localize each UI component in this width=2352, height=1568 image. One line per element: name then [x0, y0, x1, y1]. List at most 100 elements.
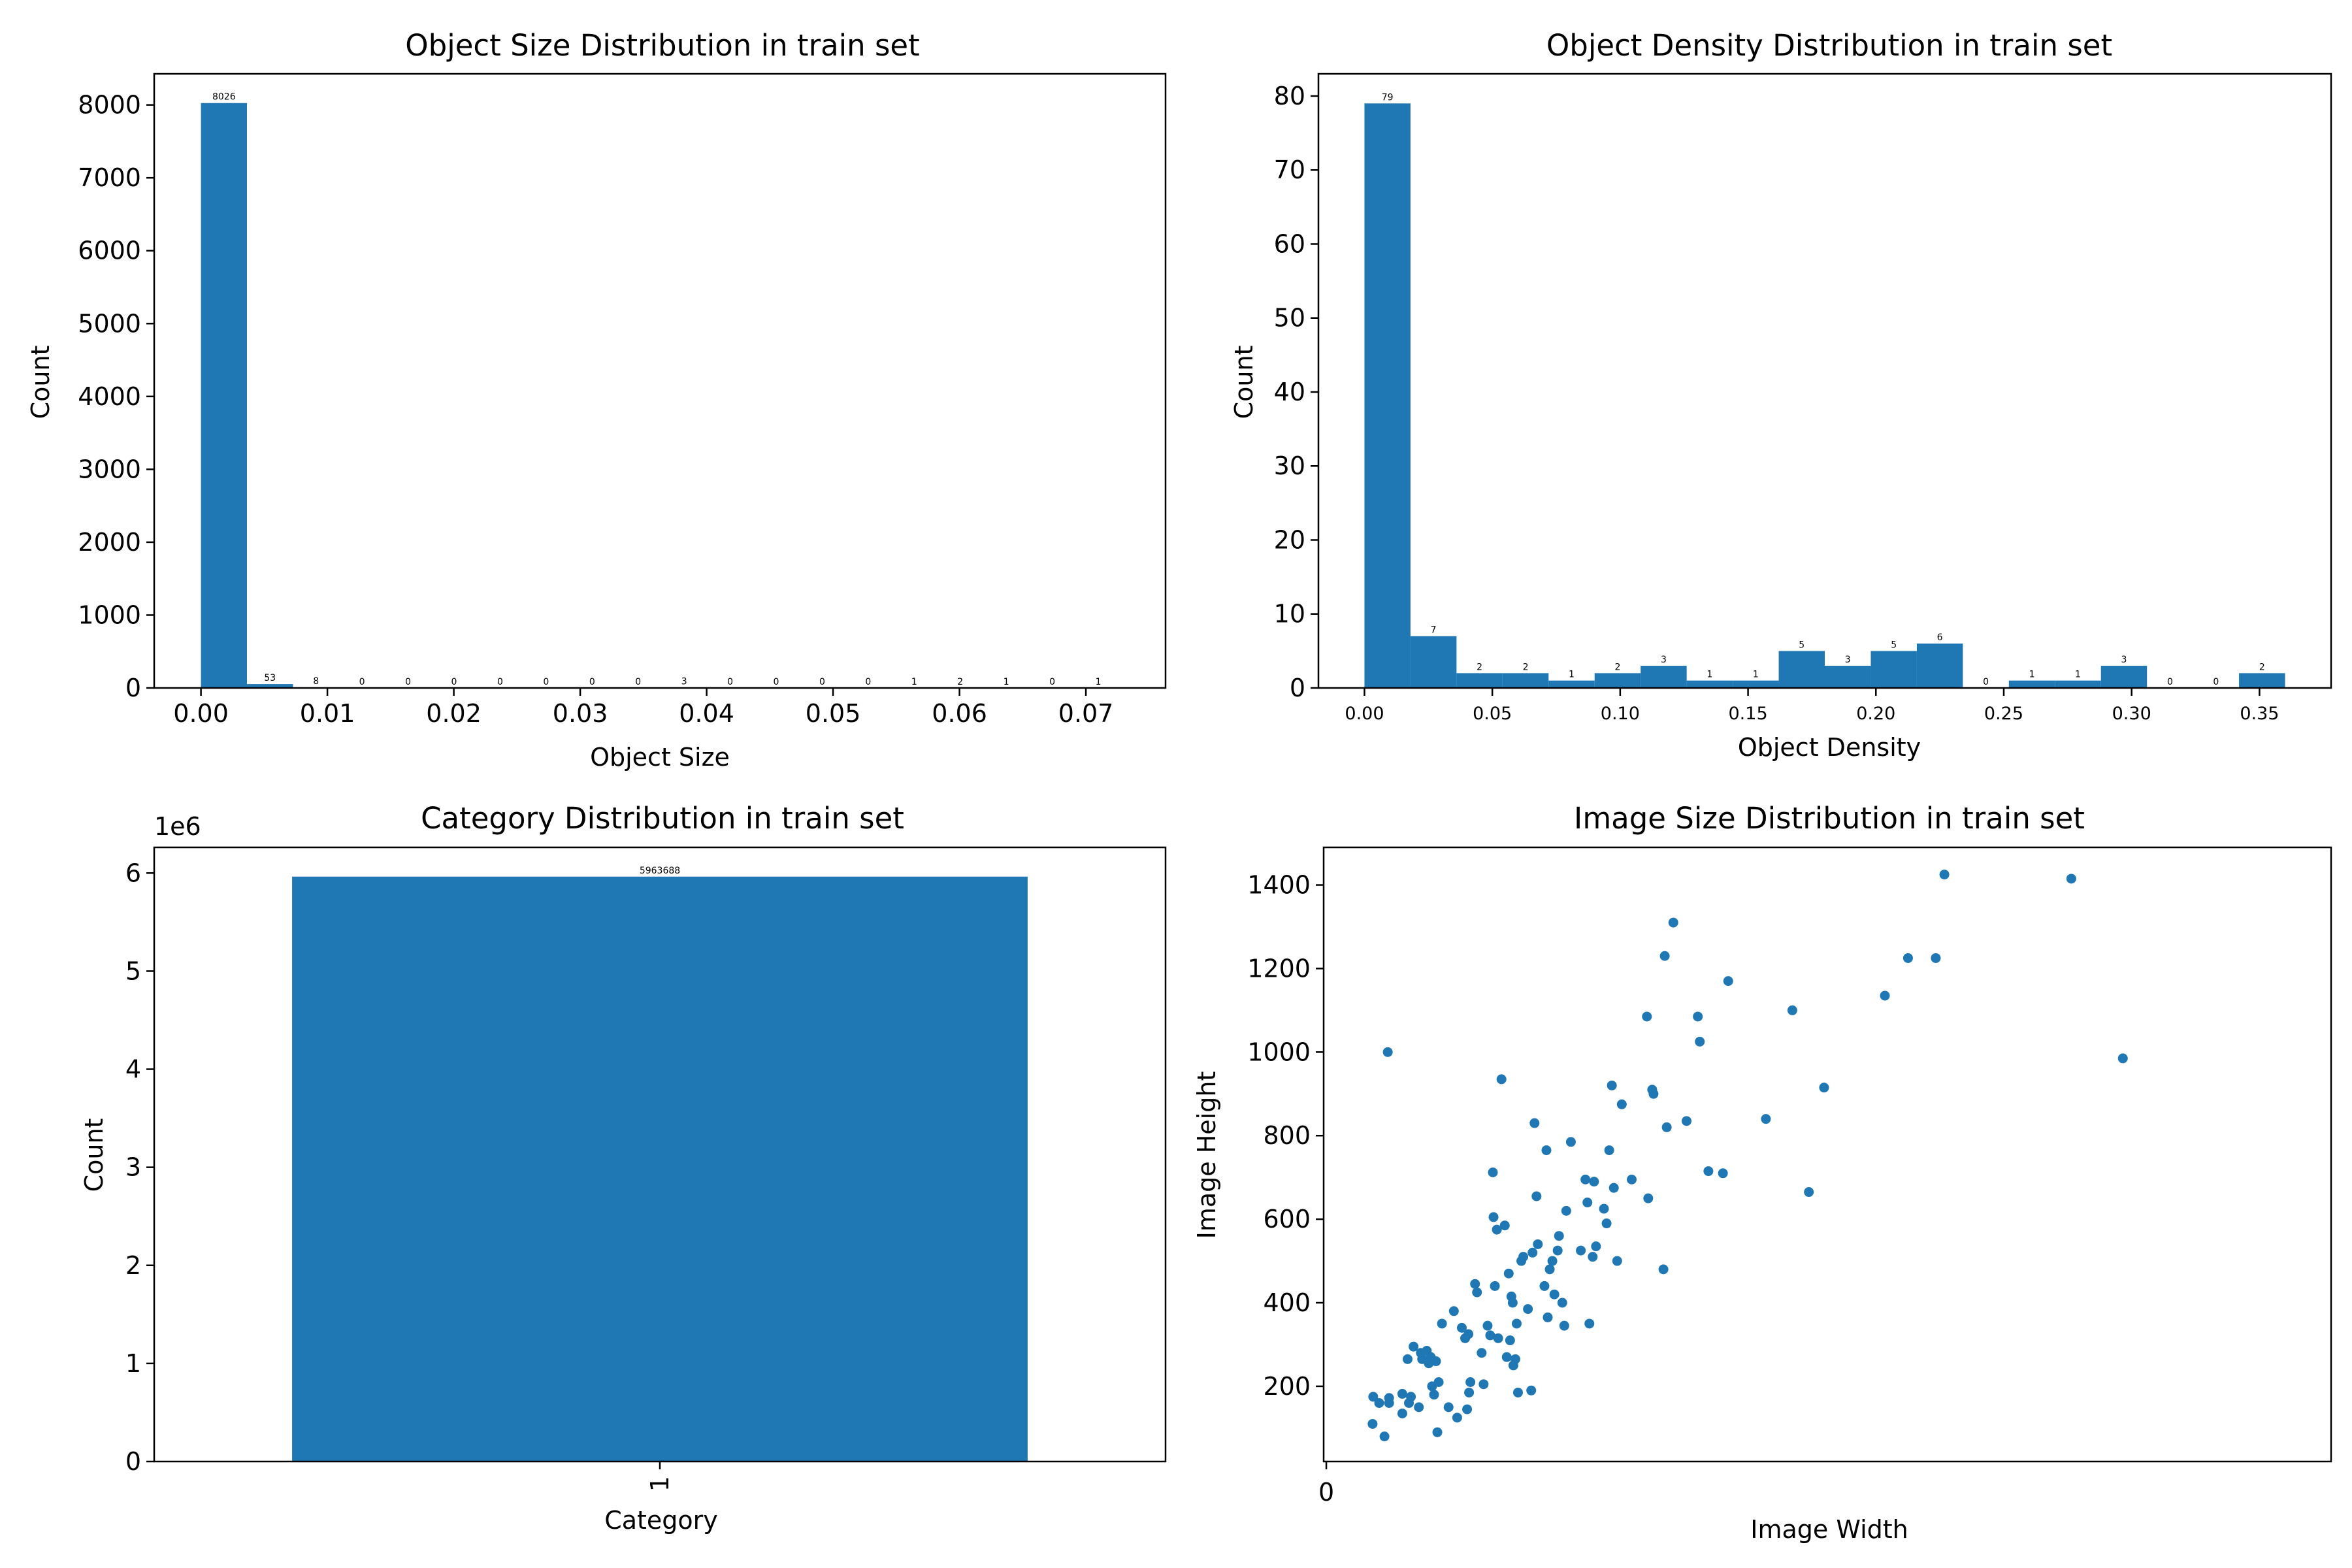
size-bar-value-label: 0 [727, 677, 733, 687]
imagesize-point [1510, 1354, 1520, 1364]
density-x-tick-label: 0.35 [2240, 704, 2279, 724]
imagesize-point [1443, 1402, 1454, 1413]
density-bar [2055, 680, 2101, 688]
size-y-tick-label: 3000 [78, 455, 141, 483]
imagesize-point [1703, 1166, 1714, 1177]
imagesize-point [1503, 1268, 1514, 1279]
imagesize-point [1529, 1118, 1540, 1128]
imagesize-point [1523, 1304, 1533, 1315]
density-bar-value-label: 2 [2259, 662, 2265, 672]
density-bar [1686, 680, 1733, 688]
imagesize-point [1552, 1245, 1563, 1256]
imagesize-point [1604, 1145, 1614, 1156]
imagesize-point [1433, 1377, 1444, 1388]
imagesize-point [1582, 1198, 1593, 1208]
category-y-tick-label: 6 [125, 858, 141, 887]
imagesize-point [1379, 1431, 1390, 1442]
density-y-tick-label: 0 [1290, 674, 1305, 702]
imagesize-point [1588, 1252, 1598, 1262]
density-bar-value-label: 1 [2029, 670, 2035, 680]
size-bar-value-label: 0 [589, 677, 595, 687]
density-x-tick-label: 0.30 [2112, 704, 2151, 724]
density-x-tick-label: 0.25 [1984, 704, 2023, 724]
density-bar-value-label: 1 [1569, 670, 1575, 680]
size-bar-value-label: 0 [451, 677, 457, 687]
imagesize-point [1496, 1074, 1507, 1085]
density-bar-value-label: 1 [1707, 670, 1712, 680]
imagesize-point [1693, 1011, 1703, 1022]
size-x-tick-label: 0.04 [679, 699, 734, 728]
imagesize-point [1580, 1174, 1591, 1184]
imagesize-point [1539, 1281, 1550, 1291]
density-bar [1502, 673, 1549, 688]
object-density-x-label: Object Density [1738, 733, 1921, 762]
imagesize-point [1557, 1298, 1567, 1308]
size-bar-value-label: 1 [1004, 677, 1009, 687]
imagesize-point [1661, 1122, 1672, 1132]
size-bar-value-label: 0 [543, 677, 549, 687]
imagesize-point [1903, 953, 1913, 963]
density-bar-value-label: 3 [1845, 655, 1851, 665]
size-x-tick-label: 0.05 [806, 699, 861, 728]
imagesize-point [1723, 976, 1733, 987]
category-y-ticks: 0 1 2 3 4 5 6 [125, 858, 154, 1476]
object-density-y-label: Count [1230, 346, 1258, 419]
category-y-tick-label: 3 [125, 1153, 141, 1182]
imagesize-point [1787, 1005, 1797, 1015]
imagesize-y-tick-label: 400 [1263, 1288, 1311, 1317]
density-bar-value-label: 0 [2167, 677, 2173, 687]
imagesize-point [1591, 1241, 1601, 1252]
density-bar [1548, 680, 1595, 688]
size-x-tick-label: 0.02 [426, 699, 482, 728]
imagesize-point [1477, 1348, 1487, 1358]
density-y-tick-label: 80 [1274, 82, 1305, 110]
category-y-tick-label: 1 [125, 1349, 141, 1378]
density-bar [1410, 636, 1457, 688]
category-bars [292, 876, 1028, 1462]
density-y-tick-label: 40 [1274, 378, 1305, 406]
density-x-tick-label: 0.20 [1856, 704, 1895, 724]
size-y-tick-label: 2000 [78, 528, 141, 557]
object-density-bars [1364, 103, 2285, 688]
object-density-axes-frame [1317, 73, 2332, 689]
density-y-tick-label: 60 [1274, 229, 1305, 258]
imagesize-point [2117, 1053, 2128, 1064]
imagesize-point [1488, 1212, 1499, 1222]
object-density-bar-labels: 79 7 2 2 1 2 3 1 1 5 3 5 6 0 1 1 3 0 0 2 [1382, 92, 2265, 687]
imagesize-point [1601, 1218, 1612, 1229]
size-bar-value-label: 8 [313, 676, 319, 687]
size-y-tick-label: 5000 [78, 309, 141, 338]
imagesize-point [1462, 1404, 1473, 1414]
imagesize-point [1718, 1168, 1728, 1179]
imagesize-point [1518, 1252, 1529, 1262]
object-size-x-ticks: 0.00 0.01 0.02 0.03 0.04 0.05 0.06 0.07 [173, 688, 1113, 728]
imagesize-point [1549, 1289, 1560, 1299]
size-bar-value-label: 1 [911, 677, 917, 687]
image-size-y-ticks: 200 400 600 800 1000 1200 1400 [1247, 871, 1324, 1401]
image-size-axes-frame [1322, 846, 2332, 1463]
object-density-y-ticks: 0 10 20 30 40 50 60 70 80 [1274, 82, 1318, 702]
density-bar [1641, 666, 1687, 688]
density-y-tick-label: 20 [1274, 525, 1305, 554]
size-y-tick-label: 6000 [78, 237, 141, 265]
imagesize-point [1695, 1036, 1705, 1047]
imagesize-point [1485, 1330, 1495, 1341]
object-density-title: Object Density Distribution in train set [1546, 28, 2112, 63]
density-y-tick-label: 10 [1274, 600, 1305, 629]
imagesize-point [1939, 870, 1950, 880]
imagesize-point [1554, 1231, 1564, 1241]
category-y-tick-label: 2 [125, 1251, 141, 1280]
category-x-tick-label: 1 [645, 1476, 674, 1492]
object-size-title: Object Size Distribution in train set [405, 28, 920, 63]
imagesize-point [1488, 1167, 1498, 1177]
imagesize-point [1397, 1408, 1407, 1418]
imagesize-point [1409, 1341, 1419, 1352]
imagesize-point [1658, 1264, 1669, 1275]
imagesize-point [1607, 1080, 1617, 1090]
imagesize-point [1599, 1203, 1609, 1214]
image-size-y-label: Image Height [1192, 1071, 1221, 1239]
category-axes-frame [153, 846, 1167, 1463]
category-bar-labels: 5963688 [640, 866, 680, 876]
imagesize-point [1478, 1379, 1489, 1390]
